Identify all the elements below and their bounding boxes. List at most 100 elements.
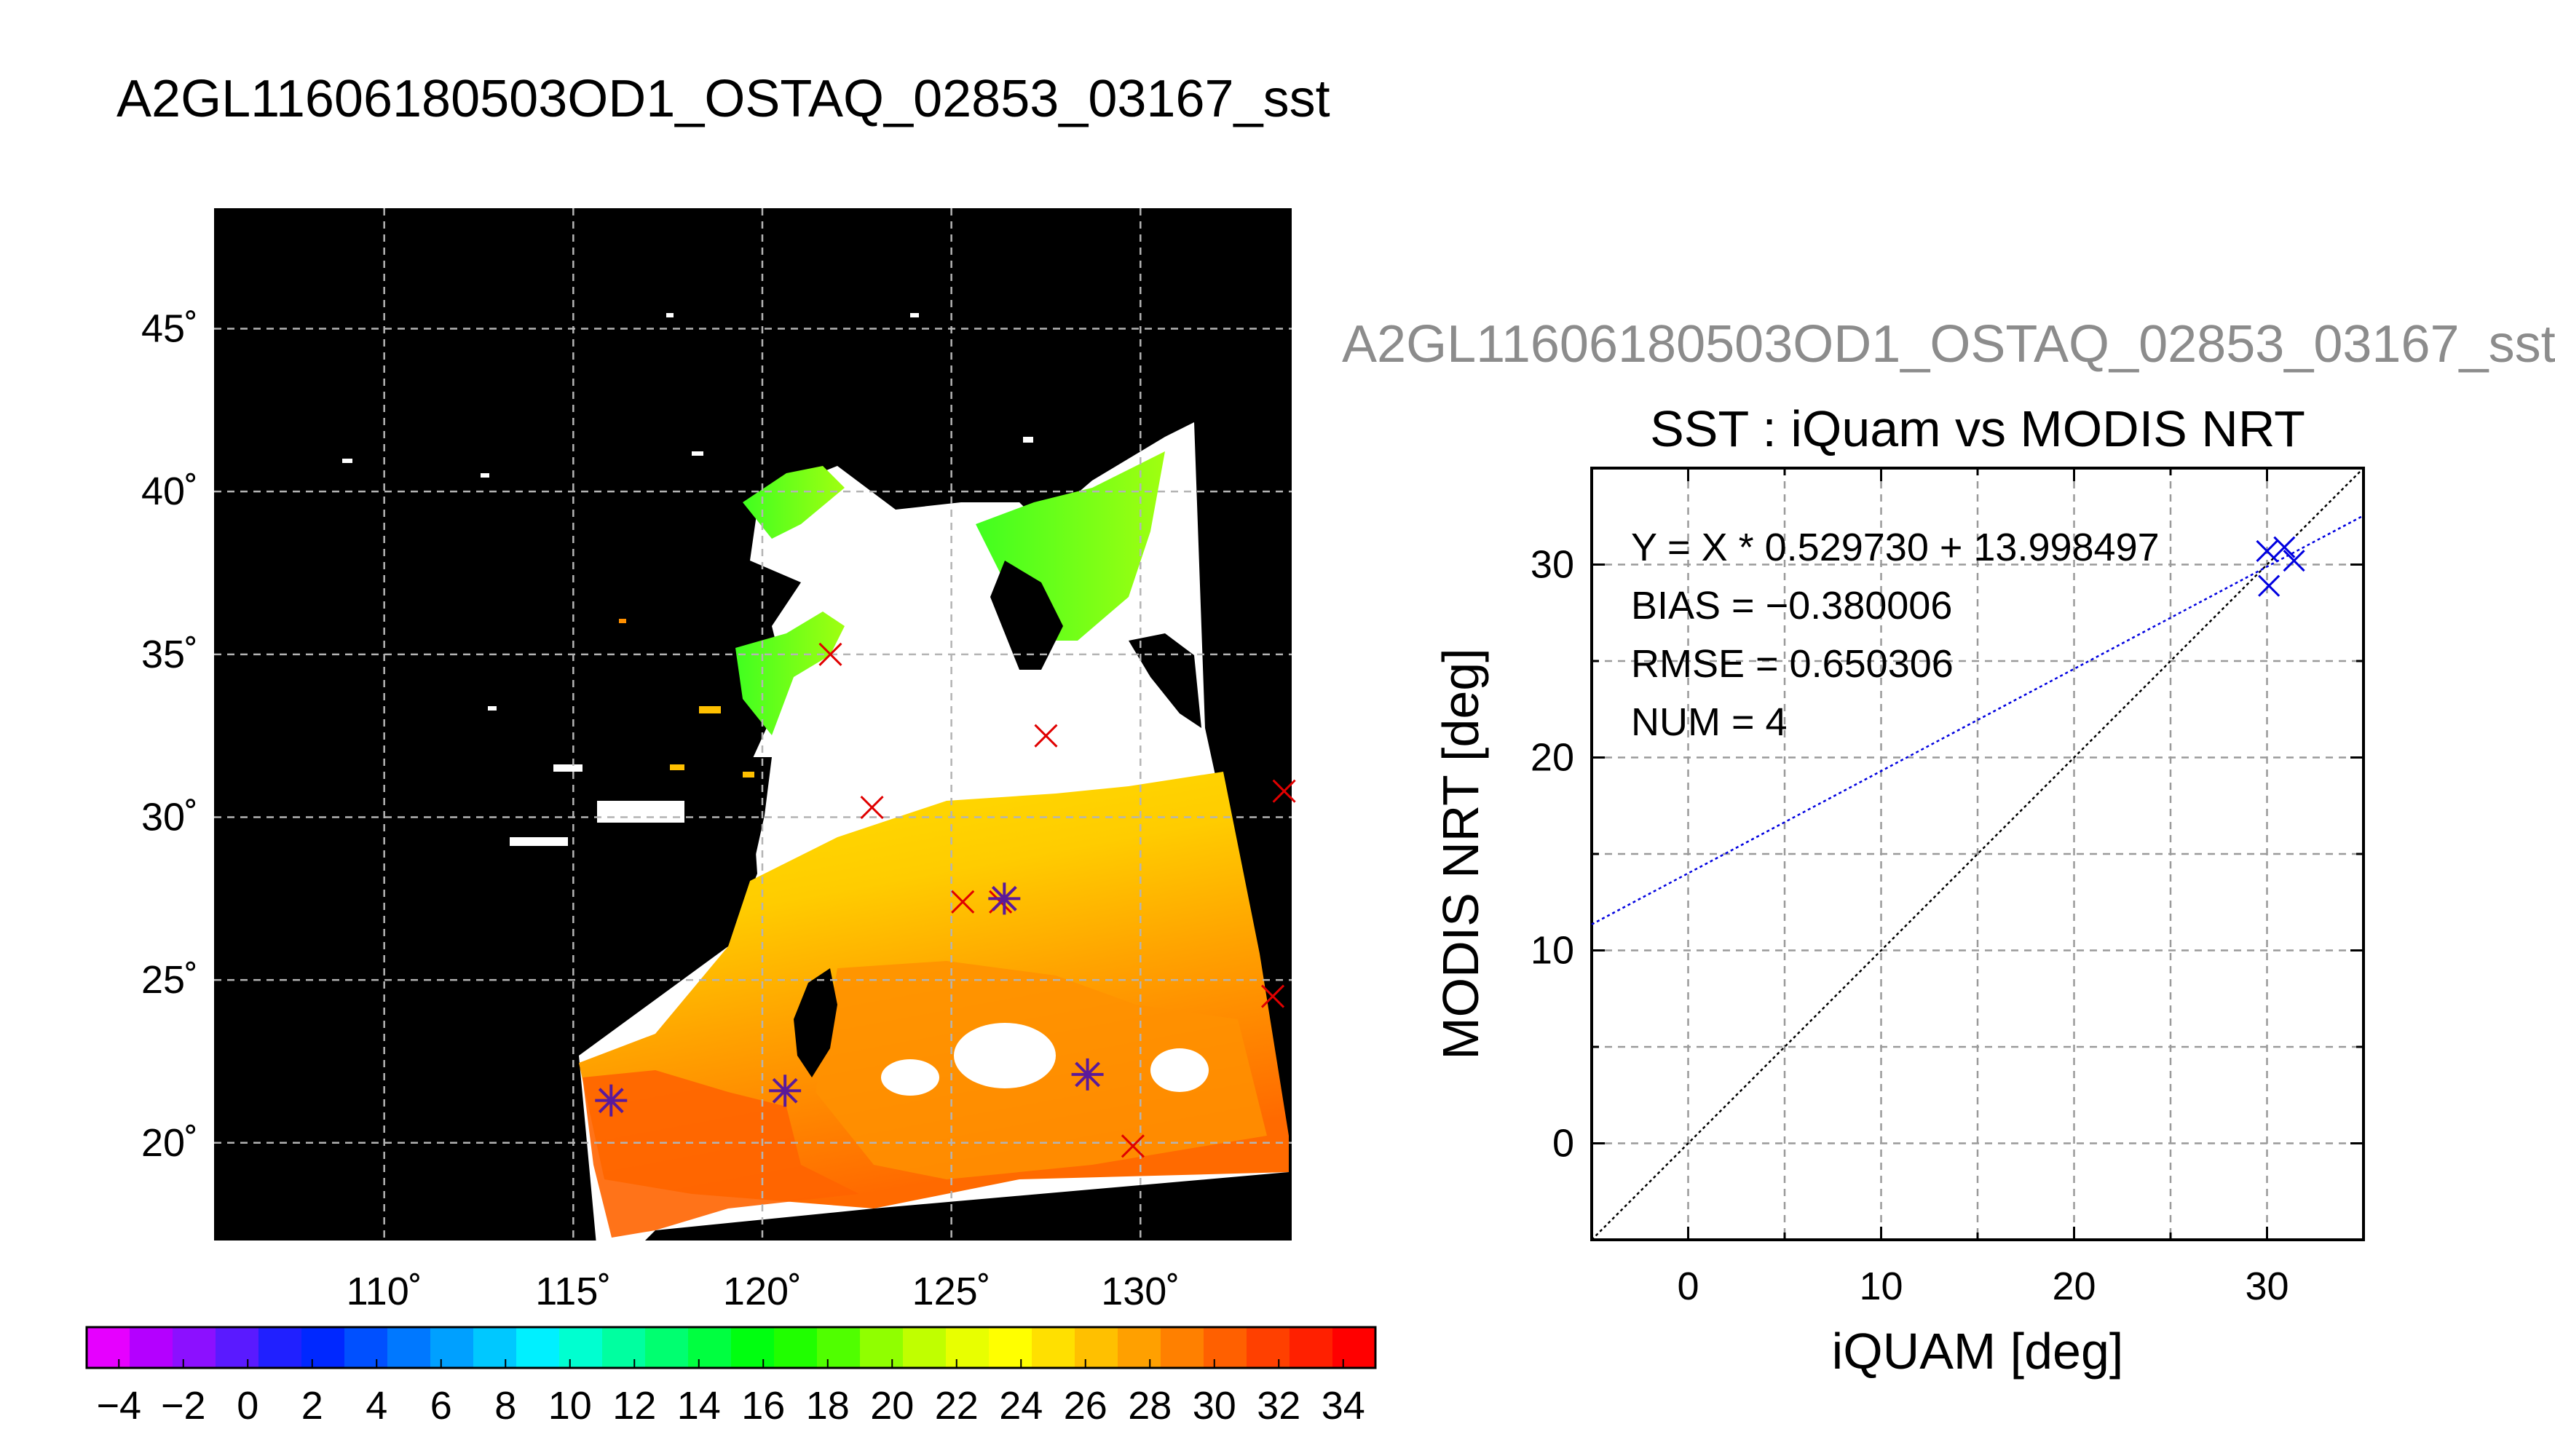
map-markers xyxy=(595,642,1296,1158)
colorbar-tick-label: 16 xyxy=(741,1384,785,1428)
map-lat-tick-label: 25˚ xyxy=(141,958,198,1002)
cloud-patch xyxy=(1150,1048,1209,1092)
colorbar-tick-label: 20 xyxy=(870,1384,914,1428)
colorbar-tick-labels: −4 −2 0 2 4 6 8 10 12 14 16 18 20 22 24 26 28 30 32 34 xyxy=(96,1359,1365,1428)
japan-land xyxy=(1129,633,1201,728)
colorbar-swatch xyxy=(602,1327,646,1368)
map-x-marker-stroke xyxy=(1260,984,1285,1008)
colorbar-swatch xyxy=(173,1327,216,1368)
colorbar-tick-label: 2 xyxy=(301,1384,323,1428)
colorbar: −4 −2 0 2 4 6 8 10 12 14 16 18 20 22 24 26 28 30 32 34 xyxy=(85,1326,1377,1428)
china-coast-land xyxy=(692,757,772,961)
colorbar-tick-label: 10 xyxy=(548,1384,592,1428)
scatter-x-tick-labels: 0 10 20 30 xyxy=(1677,1265,2289,1308)
colorbar-tick-label: 6 xyxy=(430,1384,452,1428)
map-x-marker-stroke xyxy=(1272,779,1296,803)
scatter-lines xyxy=(1591,467,2364,1241)
scatter-point xyxy=(2273,536,2296,558)
map-star-marker-stroke xyxy=(991,885,1017,911)
colorbar-swatch xyxy=(430,1327,474,1368)
sst-image xyxy=(342,313,1289,1241)
scatter-y-tick-label: 0 xyxy=(1552,1122,1574,1166)
map-lon-tick-label: 130˚ xyxy=(1101,1270,1180,1313)
scatter-gridlines xyxy=(1590,467,2365,1241)
cloud-fleck xyxy=(597,801,684,823)
scatter-x-tick-label: 0 xyxy=(1677,1265,1699,1308)
scatter-title: SST : iQuam vs MODIS NRT xyxy=(1650,400,2305,457)
colorbar-swatch xyxy=(946,1327,990,1368)
map-x-marker-stroke xyxy=(1121,1134,1145,1158)
scatter-stat-line: NUM = 4 xyxy=(1631,700,1788,744)
scatter-y-tick-label: 30 xyxy=(1531,543,1574,587)
map-star-marker-stroke xyxy=(598,1088,624,1114)
scatter-point-stroke xyxy=(2273,536,2296,558)
scatter-point xyxy=(2256,539,2278,563)
sst-map: 110˚ 115˚ 120˚ 125˚ 130˚ 45˚ 40˚ 35˚ 30˚ 25˚ 20˚ xyxy=(141,208,1296,1313)
colorbar-swatch xyxy=(387,1327,431,1368)
colorbar-swatch xyxy=(1075,1327,1118,1368)
colorbar-tick-label: 12 xyxy=(612,1384,656,1428)
swath-hot-sst xyxy=(583,1070,859,1238)
colorbar-frame xyxy=(85,1326,1377,1369)
scatter-point-stroke xyxy=(2283,550,2305,572)
colorbar-tick-label: 30 xyxy=(1193,1384,1236,1428)
map-lat-tick-label: 30˚ xyxy=(141,795,198,839)
colorbar-swatch xyxy=(903,1327,947,1368)
taiwan-land xyxy=(794,968,837,1077)
map-gridlines xyxy=(214,208,1292,1241)
sst-fleck xyxy=(619,619,626,623)
cloud-fleck xyxy=(666,313,674,317)
sst-fleck xyxy=(699,706,721,713)
colorbar-swatch xyxy=(473,1327,517,1368)
map-lon-tick-label: 125˚ xyxy=(912,1270,991,1313)
colorbar-tick-label: 34 xyxy=(1322,1384,1365,1428)
scatter-x-tick-label: 20 xyxy=(2052,1265,2096,1308)
colorbar-swatch xyxy=(1247,1327,1290,1368)
map-star-marker xyxy=(1071,1058,1104,1091)
scatter-stat-line: RMSE = 0.650306 xyxy=(1631,642,1954,686)
colorbar-tick-label: 32 xyxy=(1257,1384,1300,1428)
colorbar-swatch xyxy=(301,1327,345,1368)
cloud-fleck xyxy=(553,764,583,772)
colorbar-swatch xyxy=(258,1327,302,1368)
map-x-marker xyxy=(1260,984,1285,1008)
scatter-y-tick-labels: 0 10 20 30 xyxy=(1531,543,1574,1166)
colorbar-swatch xyxy=(1161,1327,1204,1368)
scatter-point-stroke xyxy=(2258,574,2280,597)
colorbar-tick-label: 28 xyxy=(1128,1384,1172,1428)
scatter-x-axis-label: iQUAM [deg] xyxy=(1832,1323,2124,1380)
cloud-fleck xyxy=(692,451,703,456)
map-lat-tick-label: 20˚ xyxy=(141,1121,198,1165)
scatter-point-stroke xyxy=(2256,539,2278,563)
map-x-marker-stroke xyxy=(1034,724,1058,748)
map-x-marker xyxy=(818,642,842,666)
colorbar-swatch xyxy=(87,1327,130,1368)
map-x-marker xyxy=(860,796,884,820)
colorbar-swatch xyxy=(1332,1327,1376,1368)
map-x-marker-stroke xyxy=(951,890,975,914)
scatter-file-title: A2GL11606180503OD1_OSTAQ_02853_03167_sst xyxy=(1342,315,2555,373)
colorbar-tick-label: 4 xyxy=(366,1384,387,1428)
colorbar-swatch xyxy=(516,1327,560,1368)
scatter-stat-line: Y = X * 0.529730 + 13.998497 xyxy=(1631,526,2160,569)
map-x-marker xyxy=(951,890,975,914)
latitude-tick-labels: 45˚ 40˚ 35˚ 30˚ 25˚ 20˚ xyxy=(141,307,198,1165)
map-star-marker-stroke xyxy=(1075,1061,1100,1088)
bohai-green-sst xyxy=(743,466,845,539)
sst-fleck xyxy=(743,772,754,778)
colorbar-swatch xyxy=(645,1327,689,1368)
colorbar-swatch xyxy=(559,1327,603,1368)
scatter-point xyxy=(2283,550,2305,572)
colorbar-swatch xyxy=(216,1327,259,1368)
colorbar-swatch xyxy=(1032,1327,1075,1368)
colorbar-swatch xyxy=(774,1327,818,1368)
map-x-marker xyxy=(1272,779,1296,803)
scatter-x-tick-label: 30 xyxy=(2245,1265,2289,1308)
colorbar-swatch xyxy=(688,1327,732,1368)
colorbar-tick-label: 0 xyxy=(237,1384,258,1428)
colorbar-tick-label: −4 xyxy=(96,1384,141,1428)
colorbar-swatch xyxy=(989,1327,1032,1368)
korea-land xyxy=(990,561,1063,670)
scatter-point xyxy=(2258,574,2280,597)
